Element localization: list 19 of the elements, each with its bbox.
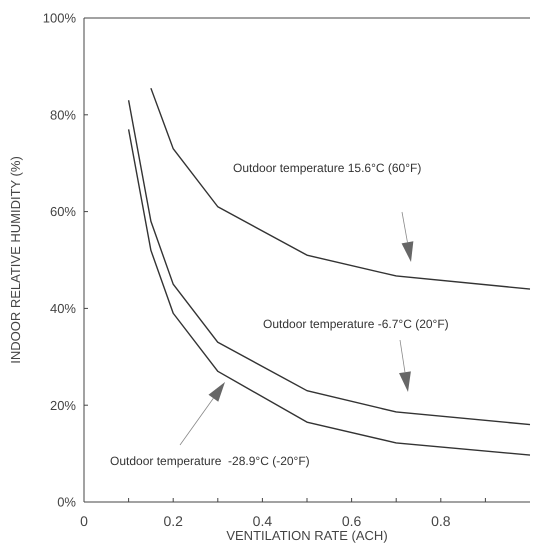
line-series [128, 128, 531, 456]
x-tick-label: 0.2 [163, 513, 184, 529]
annotation: Outdoor temperature -6.7°C (20°F) [263, 317, 449, 331]
x-axis-title: VENTILATION RATE (ACH) [226, 528, 388, 543]
line-series [128, 100, 531, 426]
x-tick-label: 0.8 [431, 513, 451, 529]
y-axis-title: INDOOR RELATIVE HUMIDITY (%) [8, 156, 23, 364]
y-tick-label: 80% [50, 107, 76, 122]
x-tick-label: 0 [80, 513, 88, 529]
x-tick-label: 0.6 [342, 513, 362, 529]
annotation: Outdoor temperature -28.9°C (-20°F) [110, 454, 310, 468]
line-series [150, 87, 531, 290]
y-tick-label: 60% [50, 204, 76, 220]
y-tick-label: 100% [42, 10, 76, 26]
y-tick-label: 0% [57, 494, 76, 510]
x-tick-label: 0.4 [252, 513, 272, 529]
annotation: Outdoor temperature 15.6°C (60°F) [233, 161, 422, 175]
y-tick-label: 20% [50, 398, 76, 413]
y-tick-label: 40% [50, 300, 76, 316]
